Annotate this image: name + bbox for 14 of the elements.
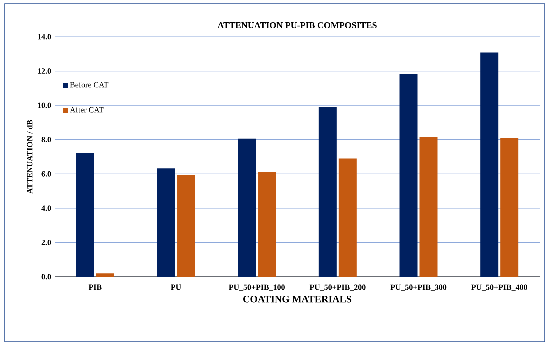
bar	[157, 168, 176, 277]
bar	[177, 176, 196, 277]
bar	[258, 172, 276, 277]
bar	[420, 137, 438, 277]
chart-title: ATTENUATION PU-PIB COMPOSITES	[218, 22, 377, 29]
bar	[238, 138, 256, 277]
bar	[96, 274, 114, 277]
bar	[338, 158, 357, 277]
bar	[400, 74, 418, 277]
x-axis-title: COATING MATERIALS	[244, 296, 352, 303]
bar	[500, 138, 519, 277]
bar	[318, 106, 337, 277]
bar	[76, 153, 94, 277]
bar	[480, 52, 499, 277]
